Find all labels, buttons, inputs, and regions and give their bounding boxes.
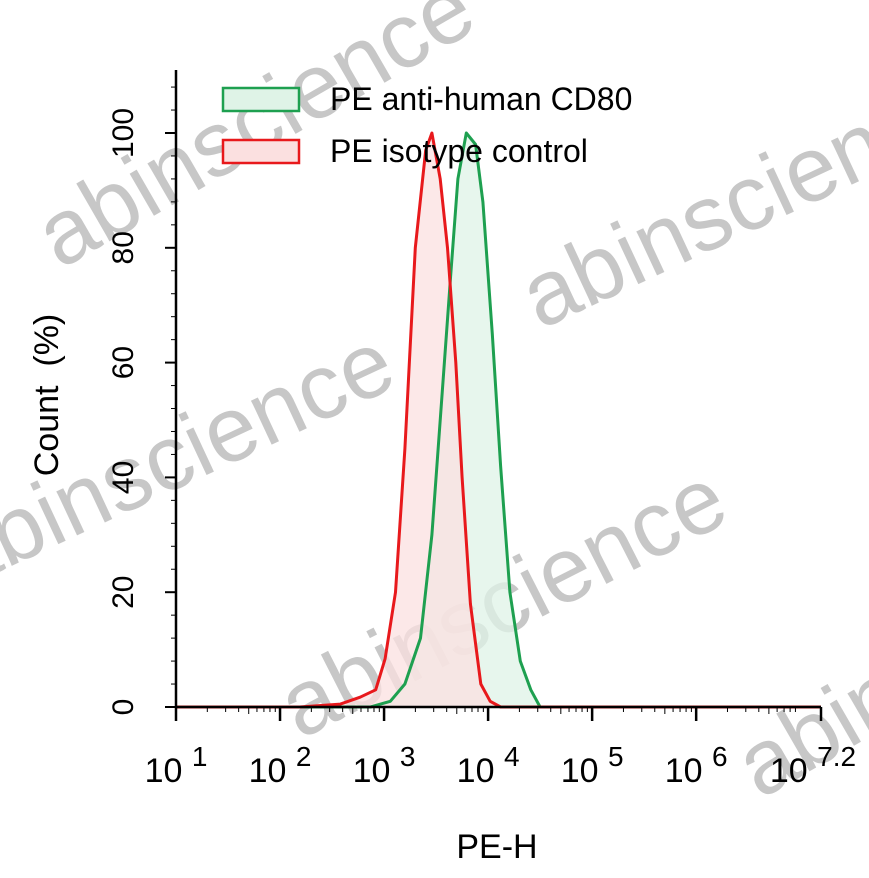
y-tick-label: 40 xyxy=(107,461,140,494)
x-tick-label: 10 3 xyxy=(353,741,416,790)
x-tick-label: 10 7.2 xyxy=(770,741,856,790)
series-line-0 xyxy=(176,131,821,709)
legend-label: PE isotype control xyxy=(330,133,588,169)
series-areas xyxy=(176,131,821,709)
x-tick-label: 10 4 xyxy=(457,741,520,790)
y-tick-label: 20 xyxy=(107,576,140,609)
series-line-1 xyxy=(176,131,821,709)
y-tick-label: 80 xyxy=(107,231,140,264)
x-tick-label: 10 1 xyxy=(145,741,208,790)
y-tick-label: 0 xyxy=(107,699,140,716)
legend: PE anti-human CD80 PE isotype control xyxy=(221,81,632,169)
x-tick-label: 10 2 xyxy=(249,741,312,790)
y-tick-label: 60 xyxy=(107,346,140,379)
series-fill-1 xyxy=(299,133,501,707)
x-tick-label: 10 6 xyxy=(665,741,728,790)
axes: 0 20 40 60 80 100 10 1 10 2 10 3 10 4 10 5 10 6 10 7… xyxy=(107,70,856,790)
x-tick-label: 10 5 xyxy=(561,741,624,790)
legend-label: PE anti-human CD80 xyxy=(330,81,632,117)
x-axis-label: PE-H xyxy=(456,828,537,866)
legend-swatch xyxy=(221,138,301,165)
y-tick-label: 100 xyxy=(107,108,140,158)
y-axis-label: Count (%) xyxy=(28,314,66,477)
legend-swatch xyxy=(221,86,301,113)
